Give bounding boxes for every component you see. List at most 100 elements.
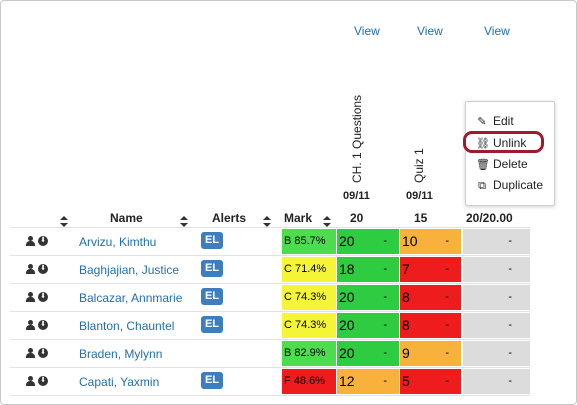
score-dash: -	[445, 235, 449, 247]
score-dash: -	[508, 235, 512, 247]
row-divider	[10, 339, 530, 340]
score-dash: -	[508, 319, 512, 331]
person-icon[interactable]	[26, 264, 35, 274]
score-dash: -	[445, 291, 449, 303]
download-icon[interactable]: ⬇	[38, 320, 48, 330]
score-cell-ch1[interactable]: 20 -	[337, 313, 399, 338]
score-cell-col3[interactable]: -	[463, 341, 530, 366]
assignment-title-quiz1[interactable]: Quiz 1	[412, 148, 426, 183]
person-icon[interactable]	[26, 236, 35, 246]
row-actions: ⬇	[26, 264, 48, 277]
score-dash: -	[383, 375, 387, 387]
unlink-highlight-outline	[463, 131, 544, 153]
score-cell-ch1[interactable]: 12 -	[337, 369, 399, 394]
download-icon[interactable]: ⬇	[38, 236, 48, 246]
el-alert-badge[interactable]: EL	[201, 288, 223, 305]
score-dash: -	[445, 263, 449, 275]
download-icon[interactable]: ⬇	[38, 264, 48, 274]
download-icon[interactable]: ⬇	[38, 292, 48, 302]
row-actions: ⬇	[26, 376, 48, 389]
score-cell-col3[interactable]: -	[463, 257, 530, 282]
el-alert-badge[interactable]: EL	[201, 232, 223, 249]
copy-icon: ⧉	[478, 180, 486, 192]
column-header-name[interactable]: Name	[110, 211, 143, 225]
menu-item-edit[interactable]: ✎ Edit	[476, 114, 513, 128]
sort-icon-actions[interactable]	[60, 216, 68, 228]
student-name-link[interactable]: Baghjajian, Justice	[79, 263, 180, 277]
score-dash: -	[508, 263, 512, 275]
menu-item-label: Unlink	[493, 136, 527, 150]
download-icon[interactable]: ⬇	[38, 348, 48, 358]
person-icon[interactable]	[26, 320, 35, 330]
row-actions: ⬇	[26, 236, 48, 249]
score-cell-col3[interactable]: -	[463, 313, 530, 338]
el-alert-badge[interactable]: EL	[201, 316, 223, 333]
row-divider	[10, 255, 530, 256]
student-name-link[interactable]: Balcazar, Annmarie	[79, 291, 183, 305]
menu-item-delete[interactable]: 🗑 Delete	[476, 157, 528, 171]
person-icon[interactable]	[26, 348, 35, 358]
column-header-mark[interactable]: Mark	[284, 211, 313, 225]
menu-item-label: Delete	[493, 157, 528, 171]
student-name-link[interactable]: Braden, Mylynn	[79, 347, 163, 361]
score-value: 7	[402, 261, 410, 277]
score-cell-col3[interactable]: -	[463, 229, 530, 254]
student-name-link[interactable]: Capati, Yaxmin	[79, 375, 160, 389]
score-value: 9	[402, 345, 410, 361]
download-icon[interactable]: ⬇	[38, 376, 48, 386]
score-value: 10	[402, 233, 418, 249]
menu-item-duplicate[interactable]: ⧉ Duplicate	[476, 178, 543, 193]
score-value: 20	[339, 317, 355, 333]
score-cell-ch1[interactable]: 20 -	[337, 229, 399, 254]
score-cell-quiz1[interactable]: 9-	[400, 341, 461, 366]
score-cell-ch1[interactable]: 20 -	[337, 285, 399, 310]
score-cell-ch1[interactable]: 20 -	[337, 341, 399, 366]
student-name-link[interactable]: Blanton, Chauntel	[79, 319, 175, 333]
sort-icon-mark[interactable]	[323, 216, 331, 228]
student-name-link[interactable]: Arvizu, Kimthu	[79, 235, 157, 249]
column-header-points-ch1: 20	[350, 211, 364, 225]
score-dash: -	[508, 291, 512, 303]
score-value: 20	[339, 233, 355, 249]
sort-icon-alerts[interactable]	[263, 216, 271, 228]
mark-cell: B 85.7%	[282, 229, 336, 254]
score-cell-quiz1[interactable]: 7-	[400, 257, 461, 282]
assignment-title-ch1[interactable]: CH. 1 Questions	[350, 94, 364, 183]
mark-cell: C 74.3%	[282, 313, 336, 338]
table-row: ⬇ Braden, Mylynn B 82.9% 20-9- -	[0, 341, 577, 368]
score-cell-quiz1[interactable]: 8-	[400, 313, 461, 338]
menu-item-unlink[interactable]: ⛓ Unlink	[476, 136, 526, 150]
score-cell-col3[interactable]: -	[463, 369, 530, 394]
score-dash: -	[383, 263, 387, 275]
pencil-icon: ✎	[477, 116, 487, 128]
person-icon[interactable]	[26, 376, 35, 386]
view-link-col3[interactable]: View	[484, 24, 510, 38]
el-alert-badge[interactable]: EL	[201, 260, 223, 277]
sort-icon-name[interactable]	[180, 216, 188, 228]
table-row: ⬇ Blanton, Chauntel EL C 74.3% 20-8- -	[0, 313, 577, 340]
score-value: 8	[402, 289, 410, 305]
unlink-icon: ⛓	[476, 138, 490, 150]
column-header-alerts[interactable]: Alerts	[212, 211, 247, 225]
el-alert-badge[interactable]: EL	[201, 372, 223, 389]
score-cell-quiz1[interactable]: 8-	[400, 285, 461, 310]
person-icon[interactable]	[26, 292, 35, 302]
mark-cell: C 71.4%	[282, 257, 336, 282]
row-divider	[10, 283, 530, 284]
score-dash: -	[383, 291, 387, 303]
score-dash: -	[508, 375, 512, 387]
score-dash: -	[445, 375, 449, 387]
view-link-quiz1[interactable]: View	[417, 24, 443, 38]
score-cell-col3[interactable]: -	[463, 285, 530, 310]
score-value: 20	[339, 289, 355, 305]
score-cell-quiz1[interactable]: 10 -	[400, 229, 461, 254]
table-row: ⬇ Arvizu, Kimthu EL B 85.7% 20 - 10 - -	[0, 229, 577, 256]
score-cell-quiz1[interactable]: 5-	[400, 369, 461, 394]
mark-cell: B 82.9%	[282, 341, 336, 366]
score-dash: -	[508, 347, 512, 359]
trash-icon: 🗑	[476, 159, 490, 171]
view-link-ch1[interactable]: View	[354, 24, 380, 38]
table-row: ⬇ Balcazar, Annmarie EL C 74.3% 20-8- -	[0, 285, 577, 312]
score-dash: -	[383, 347, 387, 359]
score-cell-ch1[interactable]: 18 -	[337, 257, 399, 282]
